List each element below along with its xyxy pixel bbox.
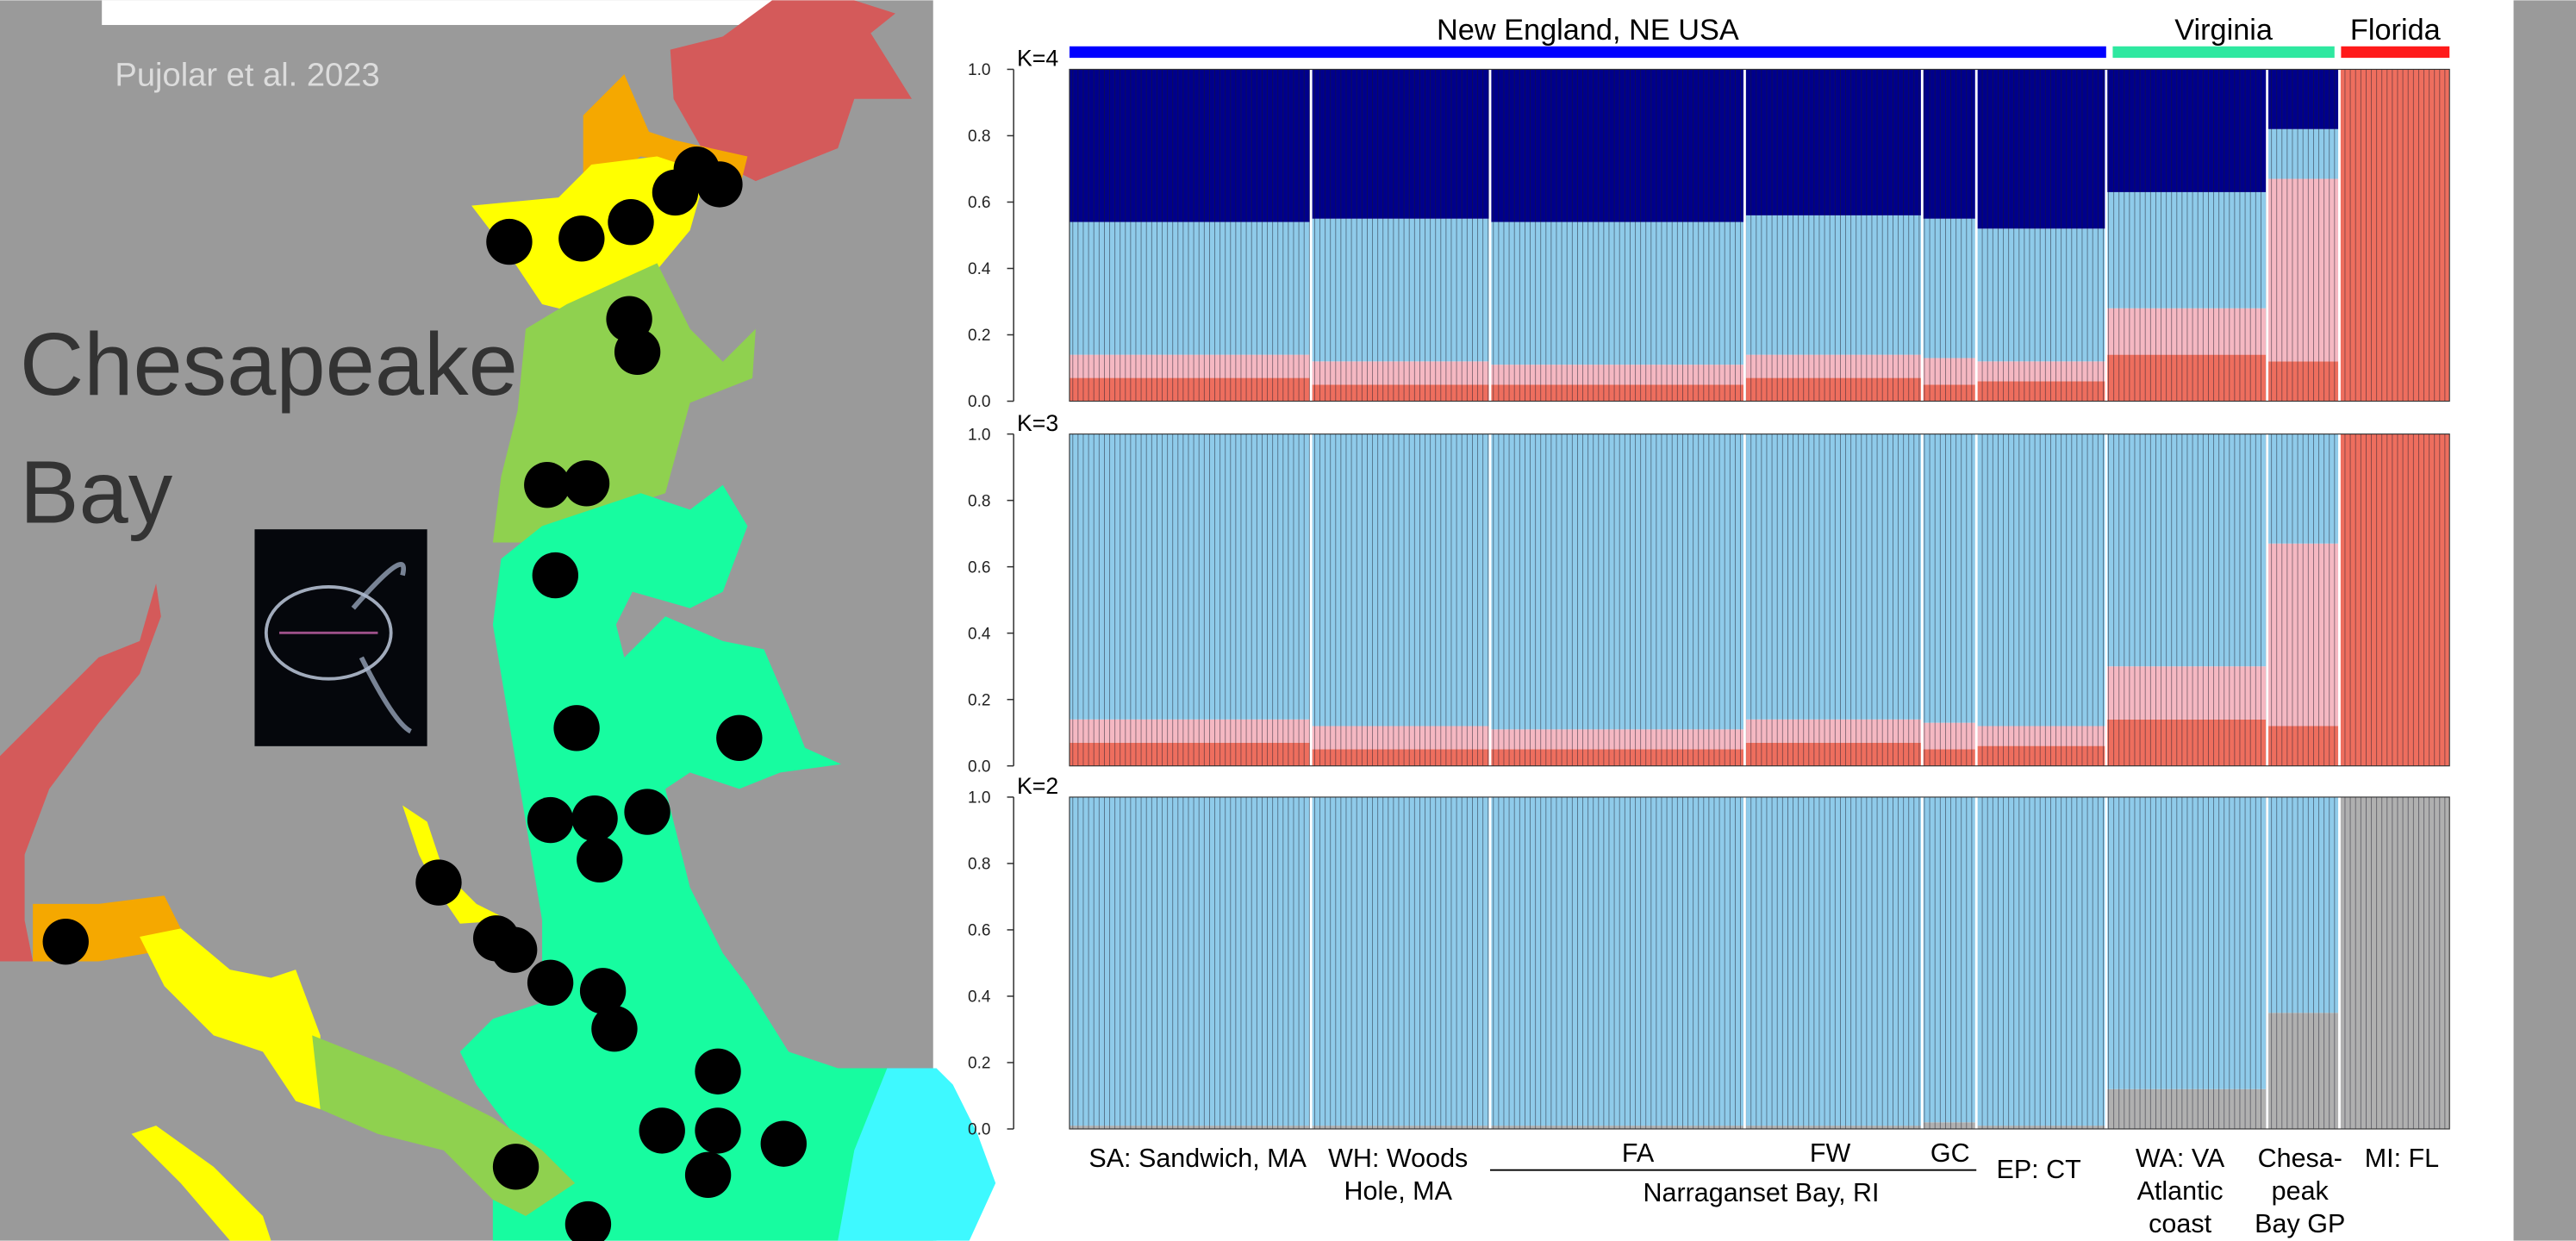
region-bar (2341, 47, 2449, 58)
individual-stripes (1070, 434, 2449, 766)
y-tick-label: 0.8 (968, 856, 990, 874)
side-strip (2514, 0, 2576, 1240)
y-tick-label: 0.6 (968, 558, 990, 577)
map: Pujolar et al. 2023 Chesapeake Bay (0, 0, 995, 1241)
y-tick-label: 0.4 (968, 260, 991, 278)
x-tick-label: EP: CT (1997, 1155, 2081, 1184)
slide-title: Chesapeake (20, 315, 518, 414)
panel-label: K=4 (1017, 46, 1058, 72)
y-tick-label: 0.2 (968, 1055, 990, 1073)
ctenophore-photo (254, 529, 427, 746)
page: Pujolar et al. 2023 Chesapeake Bay New E… (0, 0, 2576, 1241)
y-tick-label: 0.2 (968, 327, 990, 345)
x-tick-label: FA (1622, 1138, 1655, 1168)
y-tick-label: 0.6 (968, 194, 990, 212)
individual-stripes (1070, 797, 2449, 1129)
region-label: Florida (2350, 14, 2442, 47)
y-tick-label: 0.0 (968, 393, 990, 411)
slide-title: Bay (20, 443, 173, 542)
y-tick-label: 0.8 (968, 128, 990, 146)
x-tick-label: MI: FL (2365, 1144, 2439, 1173)
region-label: Virginia (2174, 14, 2273, 47)
region-label: New England, NE USA (1437, 14, 1739, 47)
region-bar (2112, 47, 2334, 58)
individual-stripes (1070, 69, 2449, 401)
y-tick-label: 0.6 (968, 922, 990, 940)
y-tick-label: 0.2 (968, 691, 990, 709)
x-tick-label: GC (1930, 1138, 1970, 1168)
y-tick-label: 0.4 (968, 625, 991, 643)
y-tick-label: 1.0 (968, 426, 990, 444)
x-tick-label: FW (1810, 1138, 1851, 1168)
y-tick-label: 1.0 (968, 789, 990, 808)
x-tick-label: SA: Sandwich, MA (1088, 1144, 1307, 1173)
y-tick-label: 0.0 (968, 1121, 990, 1139)
y-tick-label: 1.0 (968, 61, 990, 79)
y-tick-label: 0.0 (968, 758, 990, 776)
y-tick-label: 0.4 (968, 988, 991, 1007)
top-box (102, 0, 772, 25)
panel-label: K=2 (1017, 773, 1058, 799)
panel-label: K=3 (1017, 410, 1058, 436)
region-bar (1070, 47, 2106, 58)
group-label: Narraganset Bay, RI (1643, 1178, 1879, 1207)
slide: Pujolar et al. 2023 Chesapeake Bay New E… (0, 0, 2576, 1241)
y-tick-label: 0.8 (968, 492, 990, 510)
citation: Pujolar et al. 2023 (115, 57, 379, 94)
structure-plot: New England, NE USA Virginia Florida K=4 0.0… (968, 14, 2449, 1238)
